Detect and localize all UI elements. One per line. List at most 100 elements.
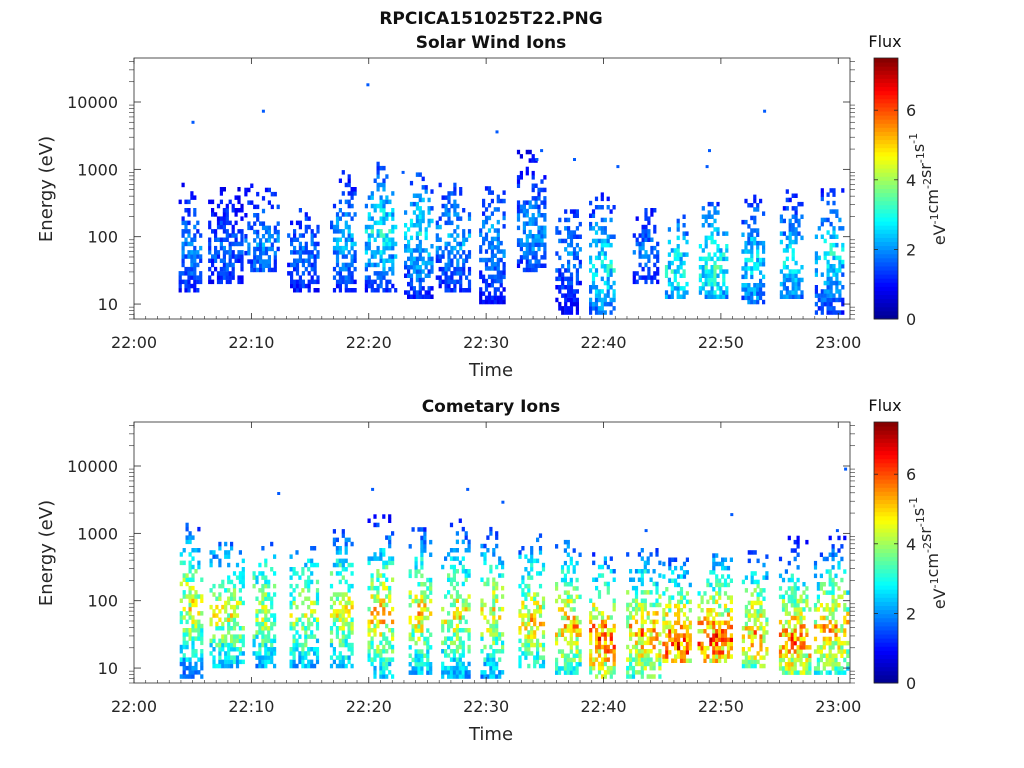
spectrogram-cell (712, 570, 716, 575)
spectrogram-cell (489, 526, 493, 532)
spectrogram-cell (631, 585, 636, 591)
colorbar-segment (874, 585, 898, 590)
spectrogram-cell (502, 295, 506, 301)
spectrogram-cell (650, 212, 654, 217)
spectrogram-cell (543, 187, 547, 193)
spectrogram-cell (566, 565, 570, 570)
spectrogram-cell (353, 258, 357, 263)
spectrogram-cell (667, 252, 671, 257)
spectrogram-cell (293, 229, 297, 234)
spectrogram-cell (293, 288, 297, 293)
spectrogram-cell (461, 644, 465, 650)
x-tick-label: 22:50 (698, 333, 744, 352)
spectrogram-cell (465, 288, 469, 293)
spectrogram-cell (831, 565, 835, 570)
spectrogram-cell (382, 657, 386, 662)
spectrogram-cell (426, 653, 430, 658)
colorbar-segment (874, 123, 898, 128)
spectrogram-cell (216, 250, 221, 255)
spectrogram-cell (458, 670, 462, 675)
spectrogram-cell (237, 229, 241, 234)
spectrogram-cell (376, 161, 380, 167)
spectrogram-cell (640, 644, 644, 650)
spectrogram-cell (224, 638, 228, 644)
spectrogram-cell (408, 645, 412, 650)
spectrogram-cell (540, 225, 544, 231)
spectrogram-cell (385, 535, 389, 540)
spectrogram-cell (718, 578, 722, 583)
spectrogram-speck (708, 149, 711, 153)
spectrogram-cell (595, 674, 599, 679)
spectrogram-cell (741, 295, 745, 301)
spectrogram-cell (315, 621, 320, 627)
spectrogram-cell (831, 552, 835, 557)
spectrogram-cell (718, 603, 722, 609)
spectrogram-cell (785, 277, 789, 283)
spectrogram-cell (241, 626, 245, 631)
spectrogram-cell (518, 550, 522, 555)
spectrogram-cell (600, 573, 605, 578)
spectrogram-cell (846, 590, 850, 595)
spectrogram-cell (603, 293, 607, 298)
spectrogram-cell (782, 286, 786, 291)
spectrogram-cell (304, 224, 308, 230)
spectrogram-cell (484, 257, 489, 263)
spectrogram-cell (253, 263, 257, 268)
unit-base: s (909, 144, 928, 152)
spectrogram-cell (273, 255, 277, 260)
spectrogram-cell (341, 617, 345, 622)
spectrogram-cell (778, 649, 783, 654)
spectrogram-cell (409, 286, 414, 291)
spectrogram-cell (819, 645, 823, 650)
spectrogram-cell (498, 649, 502, 654)
spectrogram-cell (423, 598, 427, 604)
spectrogram-cell (685, 570, 689, 575)
spectrogram-cell (597, 306, 601, 311)
spectrogram-cell (635, 279, 639, 285)
spectrogram-cell (184, 237, 188, 242)
spectrogram-cell (313, 647, 317, 652)
spectrogram-cell (555, 666, 559, 671)
spectrogram-cell (541, 642, 546, 648)
spectrogram-cell (655, 585, 659, 591)
spectrogram-cell (261, 604, 265, 610)
spectrogram-cell (762, 626, 766, 631)
spectrogram-cell (826, 276, 830, 282)
spectrogram-cell (719, 290, 723, 295)
spectrogram-cell (528, 259, 532, 264)
spectrogram-cell (412, 201, 416, 207)
spectrogram-cell (420, 594, 424, 600)
spectrogram-cell (600, 564, 605, 570)
spectrogram-cell (225, 262, 229, 268)
spectrogram-cell (212, 663, 216, 669)
spectrogram-cell (765, 630, 769, 635)
spectrogram-cell (313, 562, 317, 568)
spectrogram-cell (834, 640, 838, 646)
spectrogram-cell (338, 592, 342, 597)
spectrogram-cell (722, 256, 726, 262)
spectrogram-cell (438, 279, 442, 285)
spectrogram-cell (293, 237, 297, 242)
spectrogram-cell (782, 248, 786, 253)
spectrogram-cell (219, 237, 223, 242)
spectrogram-cell (256, 246, 260, 252)
spectrogram-cell (530, 630, 534, 635)
spectrogram-cell (228, 258, 232, 263)
spectrogram-cell (293, 250, 297, 255)
spectrogram-cell (823, 293, 827, 298)
spectrogram-cell (376, 619, 380, 625)
spectrogram-cell (575, 226, 579, 231)
spectrogram-cell (221, 579, 225, 585)
spectrogram-cell (185, 632, 189, 637)
spectrogram-cell (841, 301, 845, 307)
spectrogram-cell (193, 250, 197, 255)
spectrogram-cell (480, 670, 484, 675)
spectrogram-cell (255, 575, 259, 580)
spectrogram-cell (253, 238, 257, 243)
spectrogram-cell (825, 636, 829, 642)
spectrogram-cell (350, 571, 354, 576)
spectrogram-cell (347, 174, 351, 179)
spectrogram-cell (800, 214, 804, 219)
spectrogram-cell (747, 613, 751, 618)
spectrogram-cell (840, 577, 844, 583)
